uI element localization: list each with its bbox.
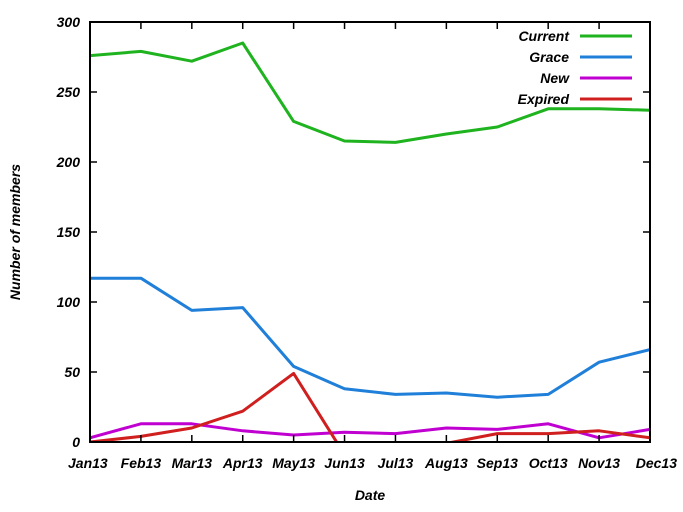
y-axis: 0 50 100 150 200 250 300 xyxy=(56,14,650,450)
y-tick-label: 200 xyxy=(56,154,81,170)
x-tick-label: Feb13 xyxy=(121,455,162,471)
plot-area xyxy=(89,21,651,443)
y-tick-label: 50 xyxy=(64,364,80,380)
legend-label: Expired xyxy=(518,91,570,107)
series-line-grace xyxy=(90,276,650,399)
series-line-expired xyxy=(90,371,650,442)
x-tick-label: Aug13 xyxy=(424,455,468,471)
x-tick-label: Apr13 xyxy=(222,455,263,471)
series-line-new xyxy=(90,422,650,440)
legend-label: Current xyxy=(518,28,570,44)
series-line-current xyxy=(90,41,650,144)
x-tick-label: Sep13 xyxy=(477,455,518,471)
legend-label: Grace xyxy=(529,49,569,65)
x-tick-label: Mar13 xyxy=(172,455,213,471)
y-axis-label: Number of members xyxy=(7,164,23,300)
y-tick-label: 100 xyxy=(57,294,81,310)
x-tick-label: Jun13 xyxy=(324,455,365,471)
x-axis: Jan13 Feb13 Mar13 Apr13 May13 Jun13 Jul13 Aug13… xyxy=(68,22,677,471)
x-axis-label: Date xyxy=(355,487,386,503)
y-tick-label: 0 xyxy=(72,434,80,450)
y-tick-label: 250 xyxy=(56,84,81,100)
x-tick-label: Nov13 xyxy=(578,455,620,471)
x-tick-label: Jan13 xyxy=(68,455,108,471)
y-tick-label: 150 xyxy=(57,224,81,240)
y-tick-label: 300 xyxy=(57,14,81,30)
series-group xyxy=(90,41,650,442)
x-tick-label: May13 xyxy=(272,455,315,471)
legend: Current Grace New Expired xyxy=(518,28,632,107)
x-tick-label: Jul13 xyxy=(378,455,414,471)
legend-label: New xyxy=(540,70,570,86)
x-tick-label: Oct13 xyxy=(529,455,568,471)
x-tick-label: Dec13 xyxy=(636,455,677,471)
